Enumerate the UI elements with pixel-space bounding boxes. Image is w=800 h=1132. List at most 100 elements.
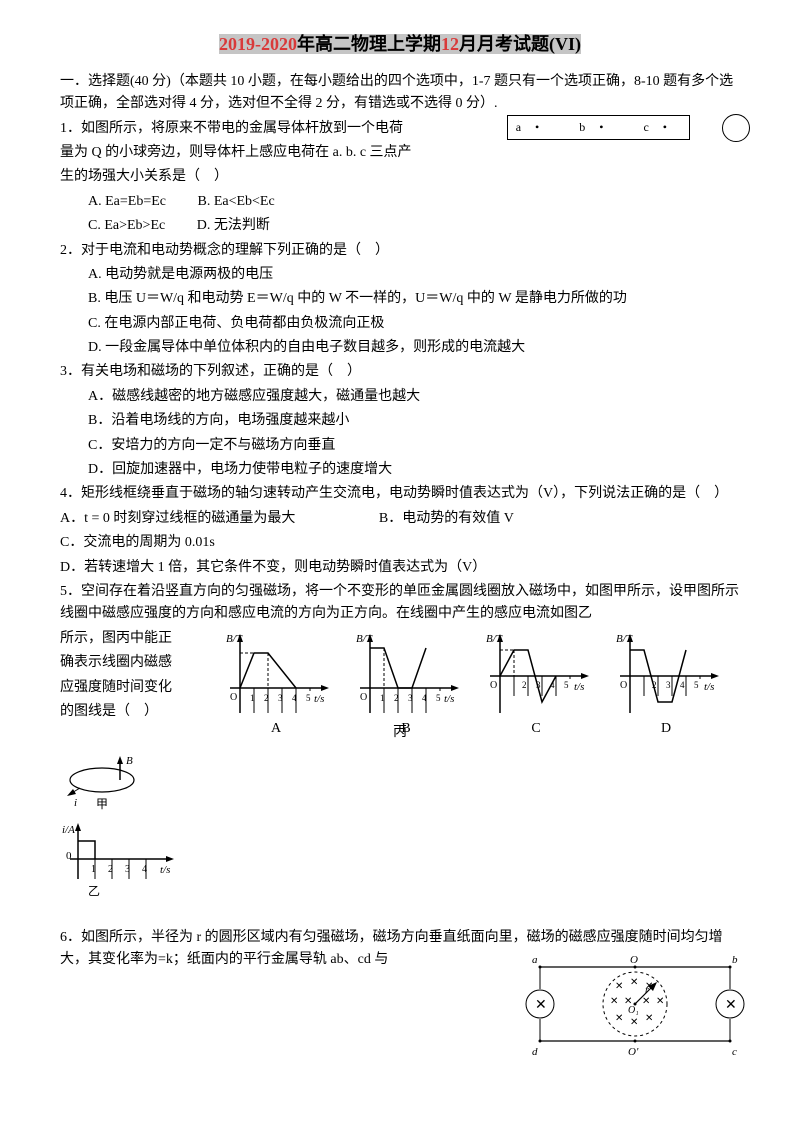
- svg-text:✕: ✕: [630, 977, 638, 988]
- svg-text:2: 2: [108, 864, 113, 875]
- q1-opt-d: D. 无法判断: [197, 215, 270, 237]
- q1-line3: 生的场强大小关系是（ ）: [60, 166, 740, 188]
- title-p3: 12: [441, 34, 459, 54]
- yi-svg: i/A t/s 0 1 2 3 4 乙: [60, 819, 180, 899]
- svg-text:3: 3: [278, 693, 283, 703]
- title-p2: 年高二物理上学期: [297, 34, 441, 54]
- q5: 5．空间存在着沿竖直方向的匀强磁场，将一个不变形的单匝金属圆线圈放入磁场中，如图…: [60, 581, 740, 907]
- svg-text:d: d: [532, 1046, 538, 1058]
- svg-text:B/T: B/T: [226, 633, 243, 645]
- svg-text:2: 2: [522, 680, 527, 690]
- svg-text:3: 3: [408, 693, 413, 703]
- graph-a-svg: B/T t/s O 12345: [220, 628, 332, 718]
- q5-l1: 所示，图丙中能正: [60, 628, 210, 650]
- q2: 2．对于电流和电动势概念的理解下列正确的是（ ） A. 电动势就是电源两极的电压…: [60, 240, 740, 360]
- svg-text:4: 4: [142, 864, 147, 875]
- label-c: C: [480, 718, 592, 740]
- svg-text:i: i: [74, 797, 77, 809]
- q5-l2: 确表示线圈内磁感: [60, 652, 210, 674]
- svg-text:3: 3: [125, 864, 130, 875]
- q6-svg: ✕ ✕ ✕✕✕ ✕✕✕✕ ✕✕✕ r O₁ O O' a b c d: [520, 949, 750, 1059]
- svg-text:5: 5: [564, 680, 569, 690]
- q4-stem: 4．矩形线框绕垂直于磁场的轴匀速转动产生交流电，电动势瞬时值表达式为（V），下列…: [60, 483, 740, 505]
- graph-b: B/T t/s O 12345 B: [350, 628, 462, 740]
- svg-text:t/s: t/s: [574, 681, 584, 693]
- svg-text:5: 5: [694, 680, 699, 690]
- svg-text:1: 1: [380, 693, 385, 703]
- graph-c: B/T t/s O 2345 C: [480, 628, 592, 740]
- q1-opt-a: A. Ea=Eb=Ec: [88, 191, 166, 213]
- svg-text:5: 5: [306, 693, 311, 703]
- q3-opt-d: D．回旋加速器中，电场力使带电粒子的速度增大: [60, 459, 740, 481]
- svg-text:O': O': [628, 1046, 639, 1058]
- q4-opt-b: B．电动势的有效值 V: [379, 508, 514, 530]
- q4-row1: A．t = 0 时刻穿过线框的磁通量为最大 B．电动势的有效值 V: [60, 508, 740, 530]
- svg-text:O: O: [620, 680, 627, 691]
- page-title: 2019-2020年高二物理上学期12月月考试题(VI): [60, 30, 740, 59]
- q4-opt-a: A．t = 0 时刻穿过线框的磁通量为最大: [60, 508, 295, 530]
- svg-text:4: 4: [422, 693, 427, 703]
- q4-opt-c: C．交流电的周期为 0.01s: [60, 532, 740, 554]
- q6-figure: ✕ ✕ ✕✕✕ ✕✕✕✕ ✕✕✕ r O₁ O O' a b c d: [520, 949, 750, 1067]
- svg-text:r: r: [645, 985, 649, 996]
- svg-text:B/T: B/T: [486, 633, 503, 645]
- q1-opt-c: C. Ea>Eb>Ec: [88, 215, 165, 237]
- graph-d-svg: B/T t/s O 2345: [610, 628, 722, 718]
- svg-text:0: 0: [66, 850, 72, 862]
- q2-opt-a: A. 电动势就是电源两极的电压: [60, 264, 740, 286]
- q5-l3: 应强度随时间变化: [60, 677, 210, 699]
- svg-text:1: 1: [250, 693, 255, 703]
- graph-c-svg: B/T t/s O 2345: [480, 628, 592, 718]
- graph-a: B/T t/s O 12345 A: [220, 628, 332, 740]
- svg-text:t/s: t/s: [704, 681, 714, 693]
- q4: 4．矩形线框绕垂直于磁场的轴匀速转动产生交流电，电动势瞬时值表达式为（V），下列…: [60, 483, 740, 579]
- svg-text:✕: ✕: [656, 996, 664, 1007]
- jia-svg: B i 甲: [60, 750, 150, 810]
- svg-text:✕: ✕: [535, 998, 547, 1013]
- svg-text:O₁: O₁: [628, 1005, 639, 1016]
- graph-b-svg: B/T t/s O 12345: [350, 628, 462, 718]
- q1-opts-row2: C. Ea>Eb>Ec D. 无法判断: [60, 215, 740, 237]
- svg-text:3: 3: [666, 680, 671, 690]
- svg-text:2: 2: [394, 693, 399, 703]
- q1-opt-b: B. Ea<Eb<Ec: [197, 191, 274, 213]
- svg-text:B/T: B/T: [616, 633, 633, 645]
- svg-text:2: 2: [264, 693, 269, 703]
- svg-text:O: O: [230, 692, 237, 703]
- q1-figure: a• b• c•: [507, 114, 750, 142]
- title-p1: 2019-2020: [219, 34, 297, 54]
- q1-opts-row1: A. Ea=Eb=Ec B. Ea<Eb<Ec: [60, 191, 740, 213]
- svg-text:✕: ✕: [642, 996, 650, 1007]
- svg-text:甲: 甲: [96, 797, 108, 810]
- q5-graphs: B/T t/s O 12345 A B/T: [220, 628, 722, 740]
- charged-sphere: [722, 114, 750, 142]
- svg-text:i/A: i/A: [62, 824, 75, 836]
- svg-text:a: a: [532, 954, 538, 966]
- svg-text:t/s: t/s: [314, 693, 324, 705]
- q3-opt-c: C．安培力的方向一定不与磁场方向垂直: [60, 435, 740, 457]
- svg-text:4: 4: [292, 693, 297, 703]
- svg-text:O: O: [630, 954, 638, 966]
- svg-text:t/s: t/s: [160, 864, 170, 876]
- svg-text:1: 1: [91, 864, 96, 875]
- svg-text:✕: ✕: [630, 1017, 638, 1028]
- q3-opt-b: B．沿着电场线的方向，电场强度越来越小: [60, 410, 740, 432]
- q5-stem: 5．空间存在着沿竖直方向的匀强磁场，将一个不变形的单匝金属圆线圈放入磁场中，如图…: [60, 581, 740, 626]
- svg-text:B: B: [126, 755, 133, 767]
- q5-side-text: 所示，图丙中能正 确表示线圈内磁感 应强度随时间变化 的图线是（ ）: [60, 628, 210, 724]
- q2-opt-c: C. 在电源内部正电荷、负电荷都由负极流向正极: [60, 313, 740, 335]
- svg-text:O: O: [490, 680, 497, 691]
- svg-text:✕: ✕: [725, 998, 737, 1013]
- q3-stem: 3．有关电场和磁场的下列叙述，正确的是（ ）: [60, 361, 740, 383]
- svg-text:✕: ✕: [615, 1013, 623, 1024]
- svg-text:✕: ✕: [645, 1013, 653, 1024]
- q3: 3．有关电场和磁场的下列叙述，正确的是（ ） A．磁感线越密的地方磁感应强度越大…: [60, 361, 740, 481]
- q3-opt-a: A．磁感线越密的地方磁感应强度越大，磁通量也越大: [60, 386, 740, 408]
- svg-text:5: 5: [436, 693, 441, 703]
- svg-text:乙: 乙: [88, 884, 100, 898]
- label-a: A: [220, 718, 332, 740]
- label-d: D: [610, 718, 722, 740]
- q2-stem: 2．对于电流和电动势概念的理解下列正确的是（ ）: [60, 240, 740, 262]
- svg-text:✕: ✕: [610, 996, 618, 1007]
- svg-text:b: b: [732, 954, 738, 966]
